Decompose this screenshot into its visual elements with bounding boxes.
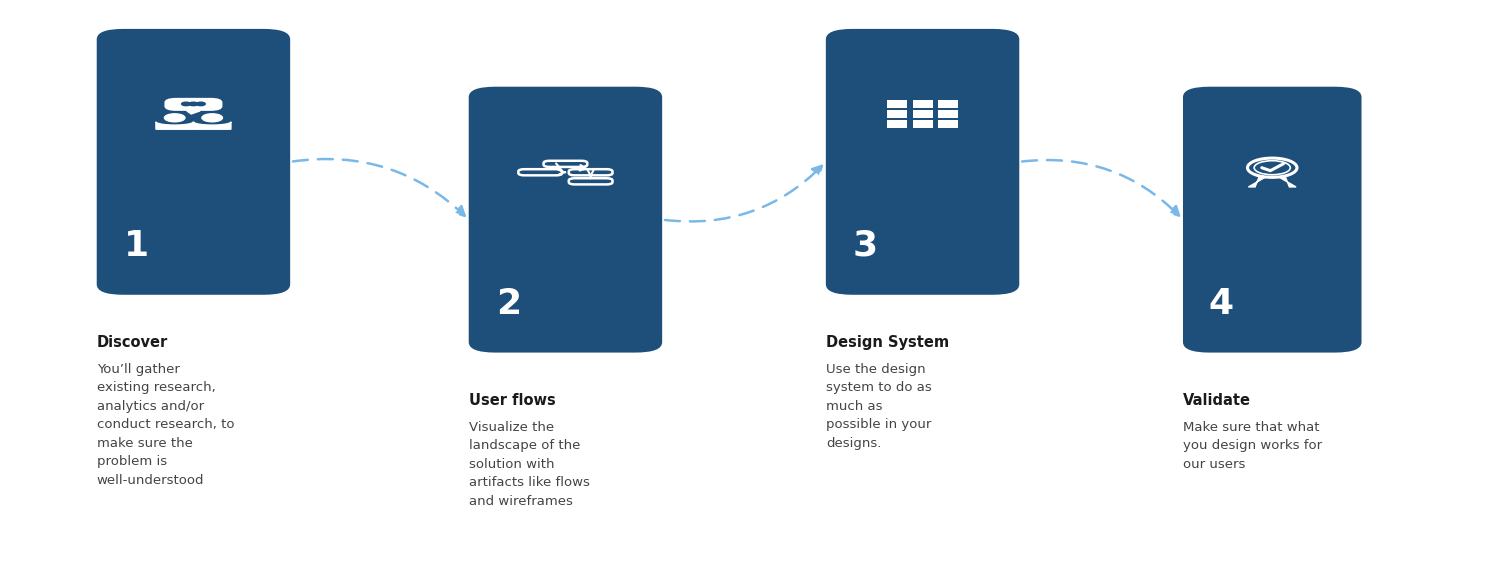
Text: Validate: Validate [1183,393,1251,408]
FancyBboxPatch shape [826,29,1019,295]
Text: Use the design
system to do as
much as
possible in your
designs.: Use the design system to do as much as p… [826,363,931,450]
Text: Visualize the
landscape of the
solution with
artifacts like flows
and wireframes: Visualize the landscape of the solution … [469,421,589,508]
FancyBboxPatch shape [912,120,933,128]
FancyBboxPatch shape [887,110,906,118]
Circle shape [196,102,205,106]
Circle shape [202,114,223,122]
FancyBboxPatch shape [97,29,290,295]
FancyBboxPatch shape [939,110,958,118]
Text: 3: 3 [853,229,878,263]
Text: 4: 4 [1208,287,1234,321]
FancyBboxPatch shape [1183,87,1362,353]
Polygon shape [1280,177,1296,187]
Text: Discover: Discover [97,335,168,350]
FancyBboxPatch shape [469,87,662,353]
Text: 2: 2 [496,287,521,321]
Text: You’ll gather
existing research,
analytics and/or
conduct research, to
make sure: You’ll gather existing research, analyti… [97,363,234,487]
FancyBboxPatch shape [165,98,223,111]
FancyBboxPatch shape [939,100,958,108]
Text: 1: 1 [124,229,149,263]
Polygon shape [187,111,201,114]
Circle shape [182,102,190,106]
Polygon shape [156,122,193,129]
Circle shape [165,114,185,122]
Polygon shape [1248,177,1265,187]
FancyBboxPatch shape [912,100,933,108]
Text: Make sure that what
you design works for
our users: Make sure that what you design works for… [1183,421,1321,471]
Polygon shape [193,122,231,129]
FancyBboxPatch shape [887,120,906,128]
FancyBboxPatch shape [887,100,906,108]
FancyBboxPatch shape [939,120,958,128]
Circle shape [189,102,198,106]
FancyBboxPatch shape [912,110,933,118]
Text: User flows: User flows [469,393,555,408]
Text: Design System: Design System [826,335,949,350]
